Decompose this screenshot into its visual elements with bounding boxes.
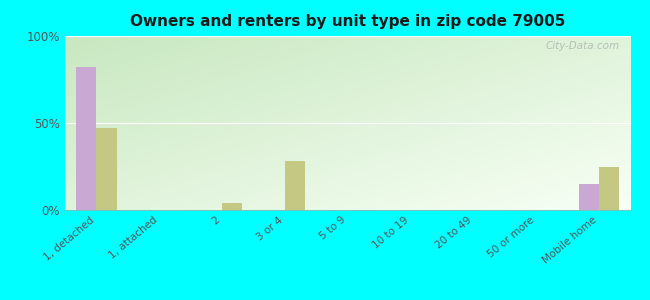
Bar [285, 161, 305, 210]
Text: City-Data.com: City-Data.com [545, 41, 619, 51]
Bar [76, 67, 96, 210]
Bar [222, 203, 242, 210]
Bar [599, 167, 619, 210]
Bar [96, 128, 116, 210]
Title: Owners and renters by unit type in zip code 79005: Owners and renters by unit type in zip c… [130, 14, 566, 29]
Bar [579, 184, 599, 210]
